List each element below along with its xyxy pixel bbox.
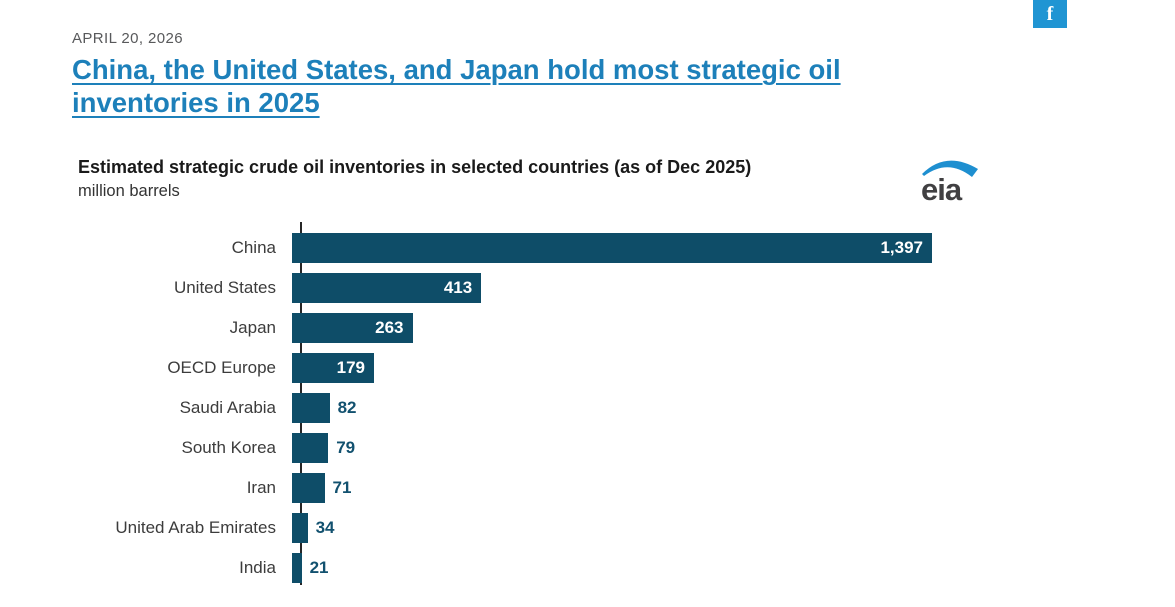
bar-row: United States 413: [78, 268, 1018, 308]
bar-row: Japan 263: [78, 308, 1018, 348]
bar: 263: [292, 313, 413, 343]
category-label: South Korea: [181, 438, 276, 457]
bar-area: 1,397: [288, 233, 1018, 263]
bar-area: 34: [288, 513, 1018, 543]
eia-logo-text: eia: [921, 172, 963, 207]
chart-units-label: million barrels: [78, 182, 180, 200]
bar-area: 263: [288, 313, 1018, 343]
headline-line-2: inventories in 2025: [72, 87, 320, 118]
bar: [292, 513, 308, 543]
bar: [292, 553, 302, 583]
headline-line-1: China, the United States, and Japan hold…: [72, 54, 841, 85]
value-label: 21: [309, 558, 329, 577]
article-date: APRIL 20, 2026: [72, 30, 183, 47]
category-label: OECD Europe: [167, 358, 276, 377]
value-label: 1,397: [880, 238, 923, 257]
bar: [292, 433, 329, 463]
bar-area: 21: [288, 553, 1018, 583]
bar: [292, 473, 325, 503]
article-headline-link[interactable]: China, the United States, and Japan hold…: [72, 53, 972, 119]
value-label: 82: [337, 398, 357, 417]
category-label: Iran: [246, 478, 276, 497]
value-label: 71: [332, 478, 352, 497]
bar: 1,397: [292, 233, 932, 263]
category-label: United Arab Emirates: [115, 518, 276, 537]
bar-chart: China 1,397 United States 413 Japan 263 OECD E…: [78, 222, 1018, 592]
facebook-share-button[interactable]: f: [1033, 0, 1067, 28]
bar-area: 82: [288, 393, 1018, 423]
bar-area: 79: [288, 433, 1018, 463]
bar-row: United Arab Emirates 34: [78, 508, 1018, 548]
facebook-icon: f: [1046, 3, 1054, 25]
eia-logo-arc-icon: [922, 160, 978, 177]
category-label: Saudi Arabia: [179, 398, 276, 417]
eia-logo: eia: [921, 160, 978, 207]
bar: [292, 393, 330, 423]
bar-row: Saudi Arabia 82: [78, 388, 1018, 428]
bar-row: China 1,397: [78, 228, 1018, 268]
value-label: 34: [315, 518, 335, 537]
bar: 179: [292, 353, 374, 383]
value-label: 263: [375, 318, 404, 337]
bar-area: 179: [288, 353, 1018, 383]
bar: 413: [292, 273, 482, 303]
bar-rows: China 1,397 United States 413 Japan 263 OECD E…: [78, 228, 1018, 588]
chart-title: Estimated strategic crude oil inventorie…: [78, 157, 752, 177]
value-label: 179: [336, 358, 365, 377]
bar-row: India 21: [78, 548, 1018, 588]
bar-row: South Korea 79: [78, 428, 1018, 468]
value-label: 413: [443, 278, 473, 297]
category-label: China: [231, 238, 276, 257]
bar-area: 71: [288, 473, 1018, 503]
value-label: 79: [336, 438, 356, 457]
category-label: India: [239, 558, 276, 577]
bar-row: Iran 71: [78, 468, 1018, 508]
bar-row: OECD Europe 179: [78, 348, 1018, 388]
bar-area: 413: [288, 273, 1018, 303]
category-label: United States: [173, 278, 276, 297]
category-label: Japan: [229, 318, 276, 337]
